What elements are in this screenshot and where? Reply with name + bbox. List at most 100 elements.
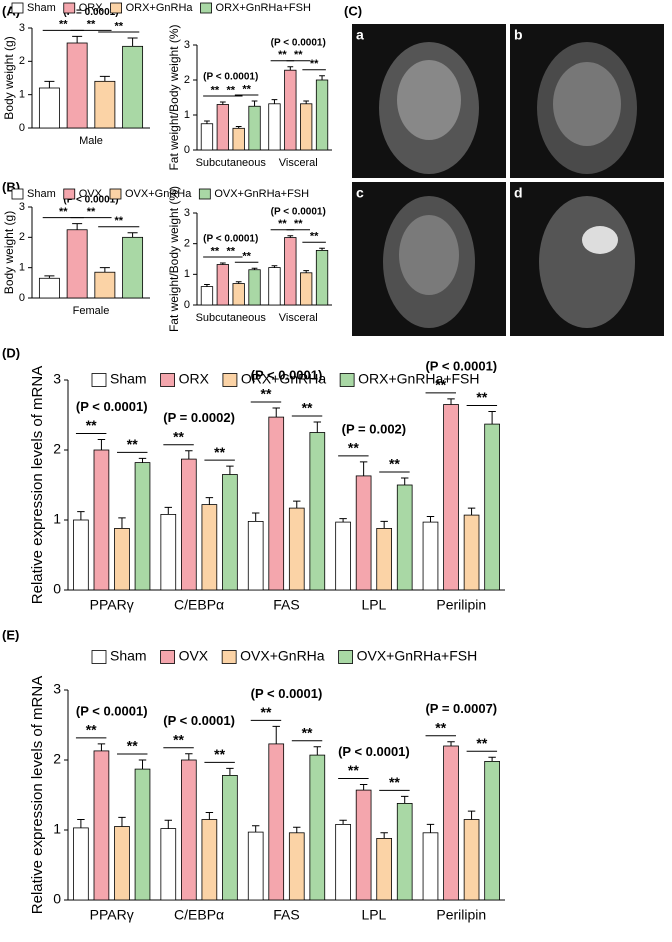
bar	[66, 229, 88, 299]
significance-label: **	[476, 389, 487, 405]
legend-swatch	[91, 650, 107, 664]
x-tick-label: Female	[73, 305, 110, 317]
significance-label: **	[278, 218, 287, 230]
error-bar	[235, 126, 242, 129]
x-tick-label: Subcutaneous	[196, 312, 267, 324]
bar	[484, 761, 500, 901]
bar	[181, 458, 197, 591]
significance-label: **	[294, 49, 303, 61]
error-bar	[380, 520, 388, 529]
p-label: (P < 0.0001)	[163, 713, 235, 728]
x-tick-label: PPARγ	[90, 597, 134, 613]
legend-swatch	[221, 650, 237, 664]
x-tick-label: LPL	[361, 907, 386, 923]
x-tick-label: Male	[79, 135, 103, 147]
error-bar	[488, 756, 496, 762]
significance-label: **	[114, 20, 123, 32]
bar	[396, 484, 413, 591]
legend-label: ORX+GnRHa+FSH	[358, 371, 479, 387]
image-label: b	[514, 27, 523, 43]
error-bar	[319, 247, 325, 251]
error-bar	[235, 281, 242, 284]
significance-label: **	[310, 58, 319, 70]
significance-label: **	[86, 417, 97, 433]
error-bar	[359, 461, 368, 476]
error-bar	[303, 100, 310, 104]
significance-label: **	[87, 206, 96, 218]
significance-label: **	[302, 724, 313, 740]
y-tick-label: 2	[184, 238, 190, 250]
significance-label: **	[214, 444, 225, 460]
error-bar	[72, 35, 83, 43]
significance-label: **	[59, 206, 68, 218]
y-axis-label: Fat weight/Body weight (%)	[167, 186, 181, 332]
y-axis-label: Body weight (g)	[2, 211, 16, 294]
legend-label: OVX+GnRHa+FSH	[357, 648, 478, 664]
error-bar	[272, 407, 280, 418]
bar	[114, 826, 130, 901]
significance-label: **	[435, 720, 446, 736]
bar	[376, 838, 392, 901]
mri-organ	[553, 62, 621, 146]
error-bar	[339, 518, 347, 523]
error-bar	[488, 411, 496, 425]
significance-label: **	[261, 704, 272, 720]
legend-swatch	[91, 373, 107, 387]
bar	[216, 264, 229, 306]
p-label: (P < 0.0001)	[203, 72, 258, 83]
x-tick-label: Visceral	[279, 157, 318, 169]
y-tick-label: 1	[184, 268, 190, 280]
error-bar	[138, 457, 147, 463]
error-bar	[219, 101, 226, 105]
error-bar	[204, 120, 210, 124]
x-tick-label: Visceral	[279, 312, 318, 324]
error-bar	[99, 75, 110, 82]
y-tick-label: 3	[184, 207, 190, 219]
significance-label: **	[211, 84, 220, 96]
bar	[160, 828, 177, 901]
bar	[300, 103, 313, 151]
legend-swatch	[160, 650, 175, 664]
bar	[73, 827, 89, 901]
y-tick-label: 2	[53, 751, 61, 767]
error-bar	[400, 795, 409, 804]
y-axis-label: Body weight (g)	[2, 36, 16, 119]
y-axis-label: Relative expression levels of mRNA	[29, 366, 46, 604]
bar	[463, 514, 480, 591]
significance-label: **	[294, 218, 303, 230]
y-tick-label: 3	[53, 371, 61, 387]
bar	[122, 236, 144, 299]
bar	[38, 87, 60, 129]
legend-swatch	[200, 2, 212, 14]
mri-panel	[352, 24, 664, 336]
y-tick-label: 2	[19, 55, 25, 67]
x-tick-label: LPL	[361, 597, 386, 613]
legend-swatch	[109, 188, 122, 200]
x-tick-label: C/EBPα	[174, 907, 224, 923]
p-label: (P < 0.0001)	[251, 686, 323, 701]
error-bar	[164, 506, 173, 515]
bar	[232, 283, 245, 306]
significance-label: **	[211, 245, 220, 257]
legend-swatch	[222, 373, 238, 387]
significance-label: **	[226, 245, 235, 257]
significance-label: **	[261, 386, 272, 402]
legend-swatch	[11, 188, 24, 200]
error-bar	[251, 825, 260, 833]
error-bar	[77, 511, 85, 520]
bar	[73, 519, 89, 591]
mri-organ	[397, 60, 461, 140]
significance-label: **	[86, 722, 97, 738]
bar	[335, 824, 351, 901]
error-bar	[287, 235, 294, 238]
bar	[288, 507, 305, 591]
error-bar	[219, 262, 226, 265]
p-label: (P = 0.0001)	[63, 7, 118, 18]
bar	[463, 819, 480, 901]
bar	[268, 103, 281, 151]
bar	[160, 514, 177, 591]
y-axis-label: Relative expression levels of mRNA	[29, 676, 46, 914]
error-bar	[287, 66, 294, 71]
x-tick-label: FAS	[273, 907, 299, 923]
y-tick-label: 2	[184, 74, 190, 86]
